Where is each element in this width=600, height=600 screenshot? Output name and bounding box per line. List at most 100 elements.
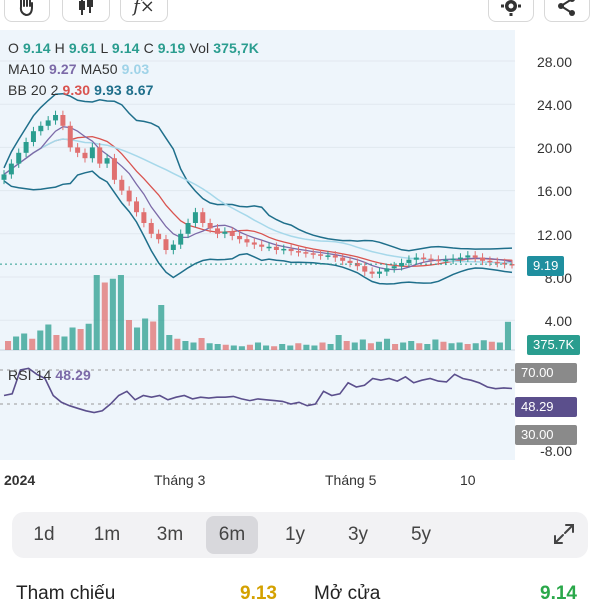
candle-body [450, 258, 456, 261]
candle-body [215, 228, 221, 234]
bb-upper-line [3, 92, 513, 252]
open-label: O [8, 40, 19, 56]
low-label: L [100, 40, 108, 56]
range-6m-button[interactable]: 6m [206, 516, 258, 554]
expand-icon[interactable] [552, 522, 576, 546]
indicator-fx-icon: f× [133, 0, 155, 17]
candle-body [318, 254, 324, 256]
candle-body [104, 158, 110, 164]
volume-bar [142, 318, 149, 350]
rsi-path [3, 367, 513, 414]
rsi-value-tag: 48.29 [515, 397, 577, 417]
close-value: 9.19 [157, 40, 186, 56]
volume-bar [254, 342, 262, 350]
candle-body [89, 147, 95, 159]
volume-bar [230, 345, 237, 350]
candle-body [288, 248, 294, 252]
volume-bar [400, 342, 407, 350]
candle-body [494, 261, 500, 264]
candle-body [384, 268, 390, 272]
range-1m-button[interactable]: 1m [93, 524, 121, 545]
rsi-30-tag: 30.00 [515, 425, 577, 445]
candle-body [45, 120, 51, 126]
candle-body [502, 262, 508, 265]
high-label: H [54, 40, 65, 56]
candle-body [16, 152, 22, 164]
candle-body [119, 179, 125, 191]
volume-bar [206, 343, 213, 350]
ma-legend: MA10 9.27 MA50 9.03 [8, 61, 149, 77]
candle-body [362, 266, 368, 272]
volume-bar [214, 344, 221, 350]
candlestick-icon [79, 0, 93, 15]
chart-type-button[interactable] [62, 0, 110, 22]
volume-bar [416, 343, 423, 350]
candle-body [251, 242, 257, 245]
candle-body [443, 259, 449, 262]
candle-body [97, 147, 103, 164]
volume-bar [359, 339, 366, 350]
volume-bar [424, 344, 431, 350]
range-1y-button[interactable]: 1y [284, 524, 306, 545]
candle-body [273, 246, 279, 250]
ma10-label: MA10 [8, 61, 45, 77]
volume-bar [37, 330, 44, 350]
candle-body [332, 255, 338, 258]
y-tick-12: 12.00 [536, 227, 572, 243]
candle-body [325, 255, 331, 257]
candle-body [435, 259, 441, 262]
candle-body [23, 142, 29, 153]
candle-body [310, 253, 316, 255]
open-price-value: 9.14 [540, 583, 577, 600]
candle-body [237, 235, 243, 240]
ma50-label: MA50 [80, 61, 118, 77]
volume-bar [125, 320, 133, 350]
bb-lower-line [3, 170, 513, 285]
x-label-may: Tháng 5 [325, 472, 377, 488]
hand-tool-button[interactable] [4, 0, 50, 22]
reference-price-label: Tham chiếu [16, 583, 116, 600]
candle-body [200, 212, 206, 223]
candle-body [192, 212, 198, 223]
volume-bar [21, 333, 28, 350]
range-3m-button[interactable]: 3m [156, 524, 184, 545]
rsi-legend: RSI 14 48.29 [8, 367, 91, 383]
price-tag: 9.19 [527, 256, 565, 276]
y-tick-20: 20.00 [536, 140, 572, 156]
candle-body [406, 259, 412, 263]
volume-bar [69, 327, 76, 350]
reference-price-value: 9.13 [240, 583, 277, 600]
hand-icon [19, 0, 33, 17]
price-chart[interactable] [0, 30, 600, 460]
range-1d-button[interactable]: 1d [33, 524, 55, 545]
volume-bar [182, 341, 189, 350]
share-button[interactable] [544, 0, 590, 22]
volume-bar [448, 343, 455, 350]
indicator-button[interactable]: f× [120, 0, 168, 22]
candle-body [163, 239, 169, 250]
range-3y-button[interactable]: 3y [347, 524, 369, 545]
ohlc-legend: O 9.14 H 9.61 L 9.14 C 9.19 Vol 375,7K [8, 40, 259, 56]
candle-body [347, 260, 353, 263]
candle-body [266, 246, 272, 249]
candle-body [421, 257, 427, 260]
candle-body [376, 271, 382, 274]
ma50-line [3, 138, 512, 264]
ma10-line [3, 126, 513, 271]
volume-bar [166, 335, 173, 350]
settings-button[interactable] [488, 0, 534, 22]
volume-bar [150, 321, 157, 350]
y-tick-4: 4.00 [544, 313, 572, 329]
candle-body [509, 264, 515, 266]
volume-bar [392, 344, 399, 350]
volume-bar [504, 321, 511, 350]
range-5y-button[interactable]: 5y [410, 524, 432, 545]
volume-bar [335, 335, 342, 350]
volume-bar [327, 344, 334, 350]
candle-body [222, 231, 228, 234]
volume-bar [238, 346, 245, 350]
bb-label: BB 20 2 [8, 82, 59, 98]
candle-body [60, 115, 66, 126]
volume-bar [311, 345, 318, 350]
volume-bar [456, 342, 463, 350]
